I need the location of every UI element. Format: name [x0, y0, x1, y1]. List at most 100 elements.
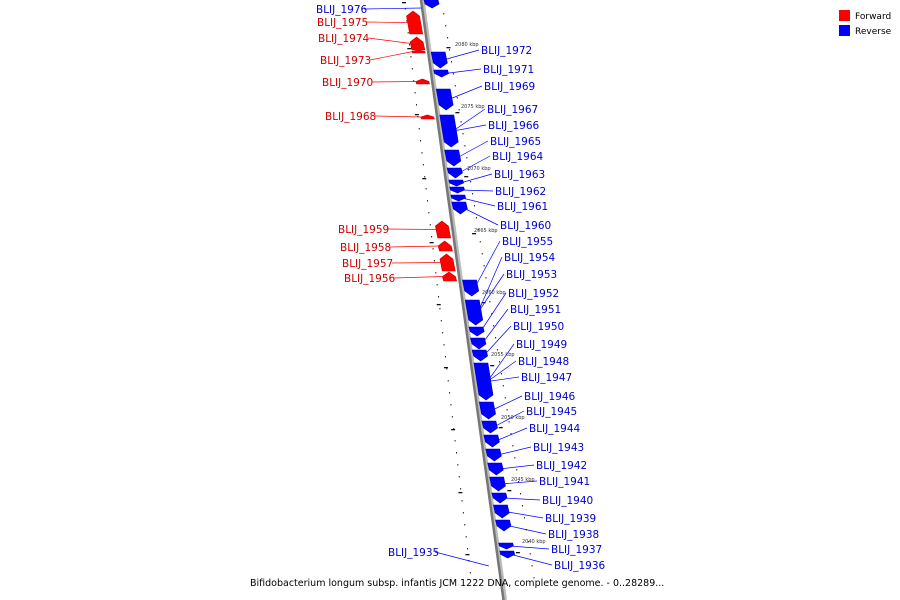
guide-dot — [421, 152, 423, 154]
scale-dash — [464, 176, 469, 178]
guide-dot — [429, 224, 431, 226]
reverse-gene-label: BLIJ_1937 — [551, 544, 602, 556]
scale-tick-label: 2055 kbp — [491, 352, 515, 358]
reverse-gene-label: BLIJ_1945 — [526, 406, 577, 418]
reverse-gene-arrow — [449, 186, 465, 194]
reverse-gene-leader — [511, 554, 553, 566]
guide-dot — [472, 193, 474, 195]
guide-dot — [409, 44, 411, 46]
guide-dot — [495, 337, 497, 339]
reverse-gene-leader — [458, 155, 491, 174]
guide-dot — [508, 421, 510, 423]
scale-tick-label: 2075 kbp — [461, 104, 485, 110]
forward-gene-arrow — [435, 220, 452, 239]
scale-tick-label: 2040 kbp — [522, 539, 546, 545]
reverse-gene-leader — [505, 511, 544, 519]
forward-gene-arrow — [439, 253, 456, 272]
guide-dot — [491, 313, 493, 315]
guide-dot — [522, 505, 523, 507]
guide-dot — [512, 445, 514, 447]
guide-dot — [518, 481, 520, 483]
reverse-gene-leader — [445, 68, 482, 74]
guide-dot — [428, 212, 430, 214]
guide-dot — [445, 25, 447, 27]
guide-dot — [493, 325, 495, 327]
guide-dot — [470, 181, 472, 183]
reverse-gene-arrow — [464, 299, 484, 326]
reverse-gene-arrow — [473, 362, 494, 401]
guide-dot — [439, 308, 441, 310]
reverse-gene-arrow — [435, 88, 454, 111]
reverse-gene-arrow — [483, 434, 500, 448]
guide-dot — [432, 248, 434, 250]
reverse-gene-label: BLIJ_1952 — [508, 288, 559, 300]
forward-gene-label: BLIJ_1968 — [325, 111, 376, 123]
guide-dot — [415, 104, 417, 106]
scale-dash — [515, 552, 520, 554]
guide-dot — [475, 217, 477, 219]
scale-dash — [443, 367, 448, 369]
reverse-gene-label: BLIJ_1960 — [500, 220, 551, 232]
reverse-gene-label: BLIJ_1944 — [529, 423, 581, 435]
reverse-gene-arrow — [485, 448, 502, 462]
scale-dash — [446, 47, 451, 49]
forward-gene-label: BLIJ_1958 — [340, 242, 391, 254]
backbone-shadow — [420, 0, 507, 600]
reverse-gene-leader — [448, 85, 483, 100]
reverse-gene-leader — [499, 464, 535, 470]
reverse-gene-leader — [474, 240, 501, 289]
guide-dot — [464, 524, 466, 526]
reverse-gene-leader — [501, 480, 538, 485]
reverse-gene-label: BLIJ_1963 — [494, 169, 545, 181]
forward-gene-leader — [371, 81, 417, 83]
guide-dot — [453, 428, 455, 430]
guide-dot — [455, 452, 457, 454]
reverse-gene-label: BLIJ_1949 — [516, 339, 567, 351]
scale-dash — [407, 48, 412, 50]
guide-dot — [520, 493, 522, 495]
scale-dash — [465, 554, 470, 556]
reverse-gene-arrow — [487, 462, 504, 476]
reverse-gene-leader — [483, 325, 512, 356]
reverse-gene-leader — [452, 124, 487, 132]
guide-dot — [431, 236, 433, 238]
scale-dash — [472, 233, 477, 235]
scale-dash — [498, 427, 503, 429]
guide-dot — [497, 349, 499, 351]
reverse-gene-leader — [495, 427, 528, 442]
guide-dot — [444, 356, 446, 358]
reverse-gene-arrow — [481, 420, 498, 434]
guide-dot — [467, 548, 469, 550]
guide-dot — [442, 332, 444, 334]
guide-dot — [414, 92, 416, 94]
guide-dot — [449, 392, 451, 394]
guide-dot — [514, 457, 516, 459]
guide-dot — [424, 176, 426, 178]
reverse-gene-label: BLIJ_1942 — [536, 460, 587, 472]
reverse-gene-label: BLIJ_1962 — [495, 186, 546, 198]
forward-gene-leader — [374, 115, 422, 118]
guide-dot — [420, 140, 422, 142]
reverse-gene-label: BLIJ_1967 — [487, 104, 538, 116]
reverse-gene-label: BLIJ_1966 — [488, 120, 540, 132]
guide-dot — [464, 145, 466, 147]
forward-gene-label: BLIJ_1959 — [338, 224, 389, 236]
reverse-gene-label: BLIJ_1935 — [388, 547, 439, 559]
reverse-gene-leader — [434, 551, 489, 567]
reverse-gene-leader — [463, 207, 499, 226]
forward-gene-leader — [389, 245, 440, 248]
guide-dot — [466, 157, 468, 159]
forward-gene-leader — [393, 276, 444, 279]
reverse-gene-arrow — [430, 51, 448, 69]
reverse-gene-arrow — [446, 167, 463, 179]
scale-dash — [507, 490, 512, 492]
scale-tick-label: 2060 kbp — [482, 290, 506, 296]
reverse-gene-leader — [443, 49, 480, 61]
guide-dot — [433, 260, 435, 262]
guide-dot — [449, 49, 451, 51]
reverse-gene-arrow — [448, 179, 464, 187]
reverse-gene-leader — [477, 256, 503, 313]
reverse-gene-arrow — [499, 550, 516, 559]
guide-dot — [462, 512, 464, 514]
